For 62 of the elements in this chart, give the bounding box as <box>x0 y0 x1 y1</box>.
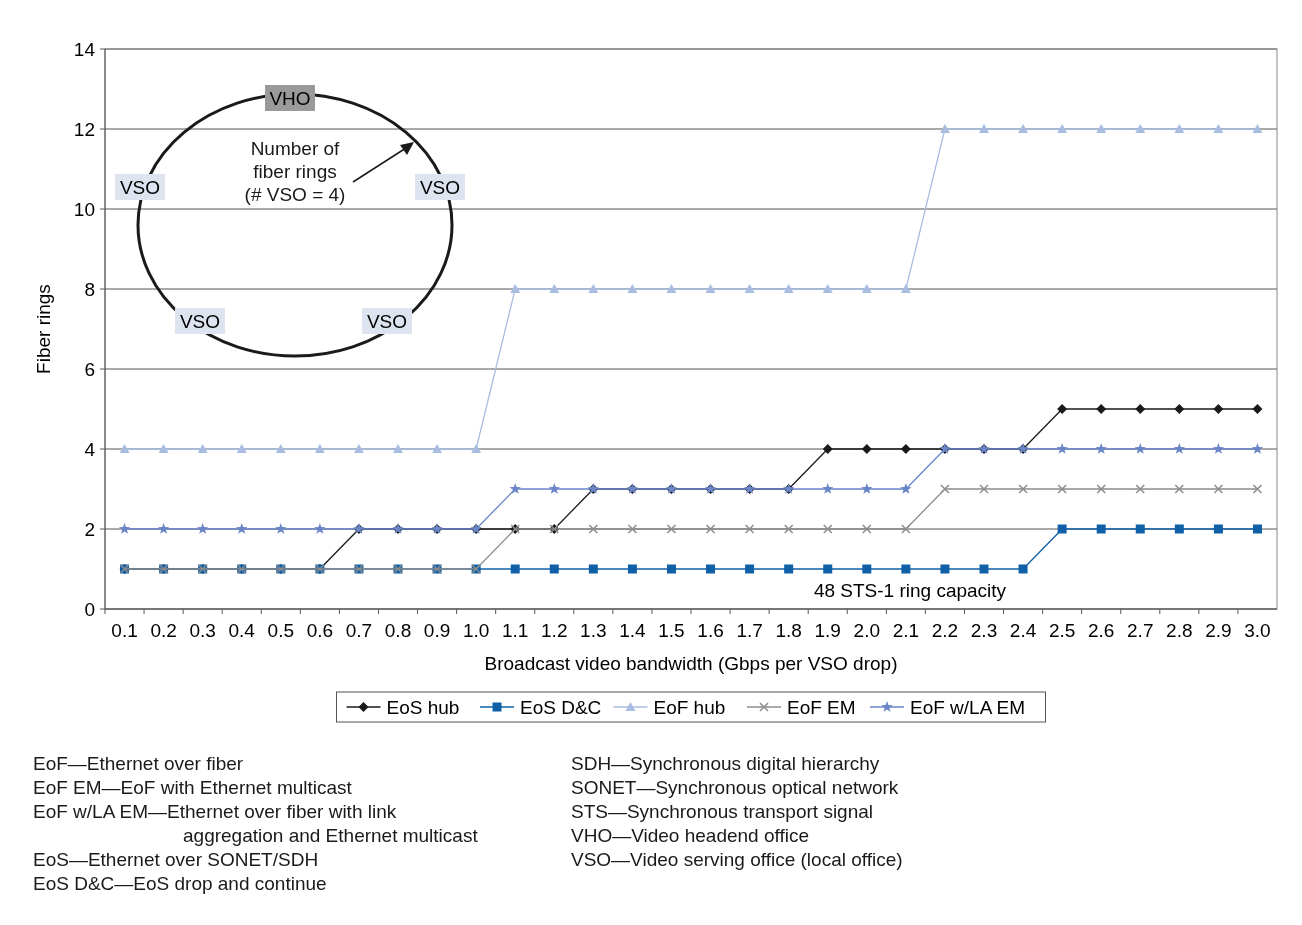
x-tick-label: 0.7 <box>345 620 373 641</box>
text: STS—Synchronous transport signal <box>571 801 874 822</box>
text: EoS D&C—EoS drop and continue <box>33 873 327 894</box>
x-tick-label: 1.8 <box>775 620 802 641</box>
annotation: 48 STS-1 ring capacity <box>813 580 1007 601</box>
x-tick-label: 2.8 <box>1166 620 1193 641</box>
x-tick-label: 1.5 <box>658 620 685 641</box>
annotation: VHO <box>269 87 311 109</box>
x-axis-title: Broadcast video bandwidth (Gbps per VSO drop) <box>484 653 898 674</box>
legend-label: EoF hub <box>653 696 726 718</box>
legend-label: EoS D&C <box>520 696 602 718</box>
x-tick-label: 1.0 <box>462 620 490 641</box>
text: VHO—Video headend office <box>571 825 810 846</box>
x-tick-label: 1.9 <box>814 620 841 641</box>
y-tick-label: 2 <box>84 518 95 540</box>
annotation: VSO <box>419 176 461 198</box>
annotation: VSO <box>366 310 408 332</box>
x-tick-label: 1.1 <box>501 620 529 641</box>
x-tick-label: 0.6 <box>306 620 334 641</box>
y-tick-label: 12 <box>73 118 95 140</box>
x-tick-label: 0.4 <box>228 620 256 641</box>
x-tick-label: 0.3 <box>189 620 216 641</box>
legend-label: EoF w/LA EM <box>910 696 1026 718</box>
text: EoF EM—EoF with Ethernet multicast <box>33 777 353 798</box>
legend-label: EoF EM <box>787 696 856 718</box>
annotation: Number of fiber rings (# VSO = 4) <box>244 138 346 205</box>
x-tick-label: 1.2 <box>541 620 568 641</box>
y-tick-label: 10 <box>73 198 95 220</box>
x-tick-label: 0.5 <box>267 620 295 641</box>
y-tick-label: 6 <box>84 358 95 380</box>
annotation: VSO <box>179 310 221 332</box>
x-tick-label: 0.8 <box>384 620 412 641</box>
annotation: VSO <box>119 176 161 198</box>
text: EoS—Ethernet over SONET/SDH <box>33 849 319 870</box>
y-tick-label: 8 <box>84 278 95 300</box>
x-tick-label: 2.7 <box>1127 620 1154 641</box>
x-tick-label: 2.1 <box>892 620 920 641</box>
legend-label: EoS hub <box>386 696 460 718</box>
x-tick-label: 0.9 <box>423 620 451 641</box>
x-tick-label: 1.7 <box>736 620 763 641</box>
text: SDH—Synchronous digital hierarchy <box>571 753 880 774</box>
x-tick-label: 1.3 <box>580 620 607 641</box>
x-tick-label: 1.6 <box>697 620 724 641</box>
text: SONET—Synchronous optical network <box>571 777 899 798</box>
x-tick-label: 2.2 <box>931 620 959 641</box>
x-tick-label: 2.3 <box>970 620 998 641</box>
text: EoF w/LA EM—Ethernet over fiber with link aggregation and Ethernet multicast <box>33 801 479 846</box>
text: EoF—Ethernet over fiber <box>33 753 244 774</box>
x-tick-label: 2.0 <box>853 620 881 641</box>
text: VSO—Video serving office (local office) <box>571 849 903 870</box>
x-tick-label: 1.4 <box>619 620 647 641</box>
y-axis-title: Fiber rings <box>33 284 54 374</box>
x-tick-label: 2.4 <box>1009 620 1037 641</box>
x-tick-label: 3.0 <box>1244 620 1271 641</box>
x-tick-label: 2.6 <box>1087 620 1115 641</box>
y-tick-label: 14 <box>73 38 96 60</box>
y-tick-label: 4 <box>84 438 96 460</box>
x-tick-label: 0.2 <box>150 620 177 641</box>
x-tick-label: 2.5 <box>1048 620 1076 641</box>
y-tick-label: 0 <box>84 598 95 620</box>
x-tick-label: 2.9 <box>1205 620 1232 641</box>
x-tick-label: 0.1 <box>111 620 138 641</box>
